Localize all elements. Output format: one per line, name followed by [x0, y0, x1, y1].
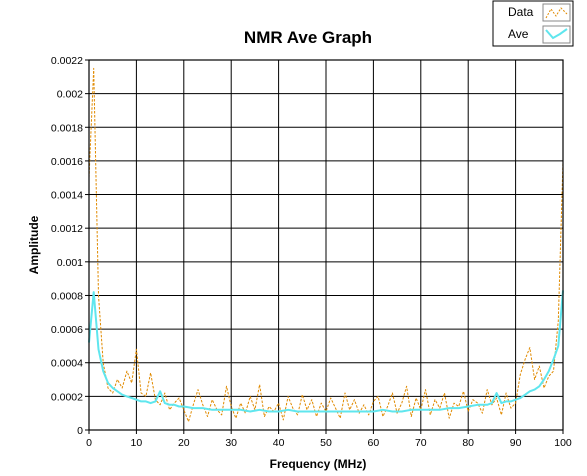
legend-label-ave: Ave	[508, 27, 529, 41]
x-tick-label: 50	[320, 437, 332, 449]
x-tick-label: 0	[86, 437, 92, 449]
y-tick-label: 0.0006	[51, 324, 83, 336]
legend: Data Ave	[492, 0, 574, 47]
legend-swatch-data	[542, 3, 571, 22]
y-tick-label: 0.0002	[51, 391, 83, 403]
x-tick-label: 10	[131, 437, 143, 449]
x-tick-label: 90	[510, 437, 522, 449]
y-axis-ticks: 0 0.0002 0.0004 0.0006 0.0008 0.001 0.0012 0.00…	[51, 55, 89, 437]
legend-line-ave	[545, 28, 568, 40]
y-tick-label: 0.0014	[51, 190, 83, 202]
x-tick-label: 20	[178, 437, 190, 449]
y-tick-label: 0.001	[57, 257, 83, 269]
y-tick-label: 0	[77, 425, 83, 437]
y-tick-label: 0.0016	[51, 156, 83, 168]
x-axis-label: Frequency (MHz)	[270, 457, 367, 471]
x-tick-label: 80	[462, 437, 474, 449]
series-line-ave	[88, 290, 564, 413]
y-axis-label: Amplitude	[27, 215, 41, 274]
y-tick-label: 0.0022	[51, 55, 83, 67]
y-tick-label: 0.0018	[51, 122, 83, 134]
x-tick-label: 60	[368, 437, 380, 449]
y-tick-label: 0.0004	[51, 358, 83, 370]
legend-swatch-ave	[542, 25, 571, 44]
y-tick-label: 0.0008	[51, 290, 83, 302]
y-tick-label: 0.002	[57, 89, 83, 101]
legend-label-data: Data	[508, 5, 534, 19]
x-axis-ticks: 0 10 20 30 40 50 60 70 80 90 100	[86, 430, 572, 449]
legend-line-data	[545, 7, 568, 19]
plot-series	[88, 67, 564, 423]
x-tick-label: 30	[225, 437, 237, 449]
chart-title: NMR Ave Graph	[244, 28, 372, 47]
y-tick-label: 0.0012	[51, 223, 83, 235]
x-tick-label: 40	[273, 437, 285, 449]
x-tick-label: 70	[415, 437, 427, 449]
x-tick-label: 100	[554, 437, 572, 449]
